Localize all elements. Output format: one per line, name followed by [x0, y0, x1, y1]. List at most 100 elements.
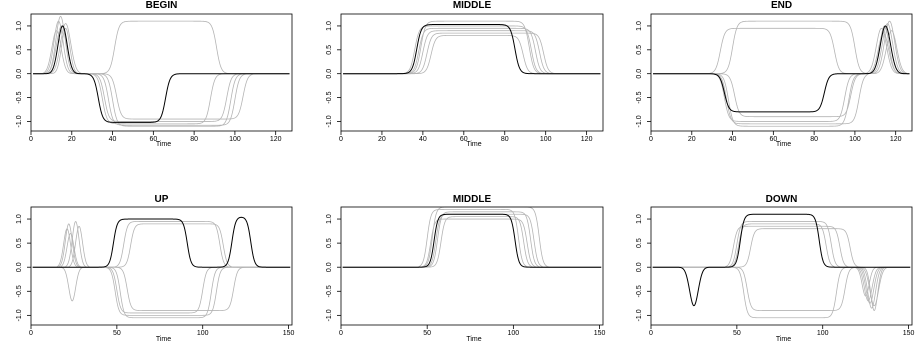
- y-tick-label: -1.0: [326, 309, 333, 321]
- series-line-highlight: [342, 213, 602, 268]
- y-tick-label: 0.5: [636, 45, 643, 55]
- chart-panel-1: BEGIN 0 20 40 60 80 100 120 -1.0 -0.5 0.0 0.5 1.0 Tim…: [16, 0, 293, 148]
- chart-title: UP: [155, 194, 169, 205]
- series-line-highlight: [33, 25, 290, 123]
- x-tick-label: 100: [817, 330, 829, 337]
- x-tick-label: 60: [769, 136, 777, 143]
- series-line-6: [33, 30, 290, 125]
- y-tick-label: 1.0: [16, 21, 23, 31]
- x-tick-label: 0: [29, 330, 33, 337]
- y-tick-label: -0.5: [16, 91, 23, 103]
- y-tick-label: 1.0: [636, 21, 643, 31]
- series-line-highlight: [653, 25, 910, 113]
- plot-frame: [340, 13, 604, 132]
- y-tick-label: 0.0: [326, 262, 333, 272]
- plot-frame: [650, 13, 913, 132]
- x-tick-label: 120: [270, 136, 282, 143]
- x-axis-label: Time: [466, 336, 481, 343]
- x-tick-label: 20: [68, 136, 76, 143]
- x-tick-label: 80: [501, 136, 509, 143]
- y-tick-label: -1.0: [636, 309, 643, 321]
- x-tick-label: 50: [113, 330, 121, 337]
- y-tick-label: -0.5: [636, 285, 643, 297]
- x-tick-label: 0: [649, 330, 653, 337]
- x-tick-label: 50: [423, 330, 431, 337]
- x-tick-label: 150: [903, 330, 915, 337]
- x-tick-label: 40: [729, 136, 737, 143]
- series-line-7: [342, 213, 602, 268]
- y-tick-label: 1.0: [326, 214, 333, 224]
- chart-title: MIDDLE: [453, 0, 492, 11]
- series-line-3: [33, 20, 290, 122]
- y-tick-label: 0.0: [16, 69, 23, 79]
- y-tick-label: 0.0: [636, 262, 643, 272]
- y-tick-label: -1.0: [326, 115, 333, 127]
- series-line-5: [343, 32, 601, 75]
- series-line-6: [342, 216, 602, 268]
- x-tick-label: 100: [508, 330, 520, 337]
- series-line-3: [653, 23, 910, 127]
- series-line-4: [33, 23, 290, 126]
- plot-frame: [30, 206, 293, 326]
- series-line-5: [32, 228, 291, 311]
- x-tick-label: 0: [339, 330, 343, 337]
- series-line-4: [653, 20, 910, 75]
- y-tick-label: 1.0: [636, 214, 643, 224]
- series-line-7: [33, 25, 290, 127]
- series-line-6: [32, 225, 291, 316]
- x-axis-label: Time: [776, 336, 791, 343]
- x-tick-label: 20: [378, 136, 386, 143]
- x-tick-label: 40: [419, 136, 427, 143]
- y-tick-label: 0.5: [326, 45, 333, 55]
- series-line-7: [652, 228, 911, 307]
- series-line-7: [343, 35, 601, 75]
- y-tick-label: -0.5: [326, 285, 333, 297]
- x-tick-label: 100: [229, 136, 241, 143]
- y-tick-label: 0.5: [16, 238, 23, 248]
- x-tick-label: 60: [460, 136, 468, 143]
- y-tick-label: -1.0: [16, 309, 23, 321]
- y-tick-label: 0.5: [326, 238, 333, 248]
- plot-frame: [650, 206, 913, 326]
- chart-panel-3: END 0 20 40 60 80 100 120 -1.0 -0.5 0.0 0.5 1.0 Time: [636, 0, 913, 148]
- chart-title: DOWN: [766, 194, 798, 205]
- x-tick-label: 0: [29, 136, 33, 143]
- x-tick-label: 100: [540, 136, 552, 143]
- y-tick-label: 0.5: [636, 238, 643, 248]
- x-tick-label: 40: [109, 136, 117, 143]
- y-tick-label: 0.0: [326, 69, 333, 79]
- series-line-2: [652, 221, 911, 302]
- y-tick-label: 0.0: [636, 69, 643, 79]
- x-axis-label: Time: [466, 141, 481, 148]
- x-axis-label: Time: [156, 336, 171, 343]
- series-line-4: [342, 211, 602, 268]
- x-tick-label: 0: [649, 136, 653, 143]
- x-tick-label: 150: [594, 330, 606, 337]
- x-tick-label: 100: [197, 330, 209, 337]
- chart-panel-6: DOWN 0 50 100 150 -1.0 -0.5 0.0 0.5 1.0 Time: [636, 194, 915, 343]
- chart-panel-5: MIDDLE 0 50 100 150 -1.0 -0.5 0.0 0.5 1.0 Time: [326, 194, 605, 343]
- series-line-7: [32, 223, 291, 268]
- y-tick-label: -0.5: [16, 285, 23, 297]
- y-tick-label: -1.0: [16, 115, 23, 127]
- chart-title: MIDDLE: [453, 194, 492, 205]
- x-tick-label: 0: [339, 136, 343, 143]
- series-line-5: [33, 27, 290, 120]
- y-tick-label: -0.5: [326, 91, 333, 103]
- series-line-2: [653, 27, 910, 122]
- y-tick-label: 0.0: [16, 262, 23, 272]
- chart-title: BEGIN: [146, 0, 178, 11]
- x-tick-label: 20: [688, 136, 696, 143]
- series-line-5: [653, 32, 910, 125]
- y-tick-label: -1.0: [636, 115, 643, 127]
- y-tick-label: 1.0: [16, 214, 23, 224]
- series-line-highlight: [32, 216, 291, 268]
- x-axis-label: Time: [776, 141, 791, 148]
- series-line-2: [342, 209, 602, 268]
- chart-title: END: [771, 0, 792, 11]
- plot-frame: [340, 206, 604, 326]
- series-line-6: [343, 20, 601, 75]
- x-tick-label: 120: [890, 136, 902, 143]
- series-line-5: [342, 206, 602, 268]
- x-tick-label: 80: [810, 136, 818, 143]
